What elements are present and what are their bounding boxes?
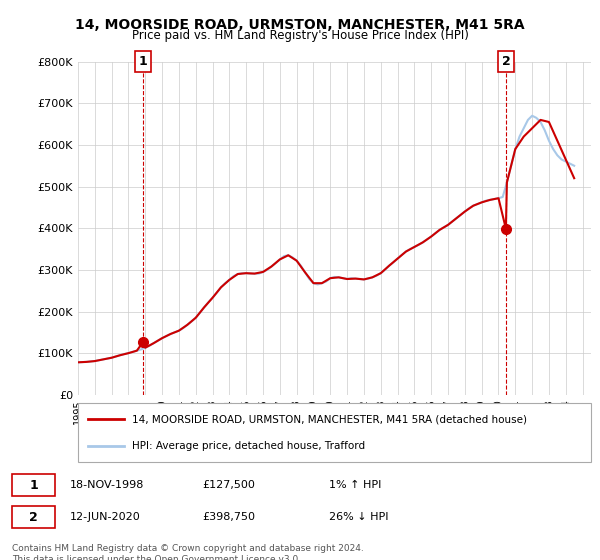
Text: 2: 2: [29, 511, 38, 524]
FancyBboxPatch shape: [12, 474, 55, 496]
Text: 1% ↑ HPI: 1% ↑ HPI: [329, 480, 381, 490]
FancyBboxPatch shape: [12, 506, 55, 529]
Text: 1: 1: [29, 479, 38, 492]
Text: Contains HM Land Registry data © Crown copyright and database right 2024.
This d: Contains HM Land Registry data © Crown c…: [12, 544, 364, 560]
Text: 14, MOORSIDE ROAD, URMSTON, MANCHESTER, M41 5RA (detached house): 14, MOORSIDE ROAD, URMSTON, MANCHESTER, …: [132, 414, 527, 424]
Text: 14, MOORSIDE ROAD, URMSTON, MANCHESTER, M41 5RA: 14, MOORSIDE ROAD, URMSTON, MANCHESTER, …: [75, 18, 525, 32]
Text: 12-JUN-2020: 12-JUN-2020: [70, 512, 140, 522]
Text: £127,500: £127,500: [202, 480, 255, 490]
Text: HPI: Average price, detached house, Trafford: HPI: Average price, detached house, Traf…: [132, 441, 365, 451]
Text: 1: 1: [139, 55, 148, 68]
Text: 18-NOV-1998: 18-NOV-1998: [70, 480, 144, 490]
Text: 2: 2: [502, 55, 510, 68]
Text: Price paid vs. HM Land Registry's House Price Index (HPI): Price paid vs. HM Land Registry's House …: [131, 29, 469, 42]
Text: £398,750: £398,750: [202, 512, 255, 522]
FancyBboxPatch shape: [78, 403, 591, 462]
Text: 26% ↓ HPI: 26% ↓ HPI: [329, 512, 388, 522]
